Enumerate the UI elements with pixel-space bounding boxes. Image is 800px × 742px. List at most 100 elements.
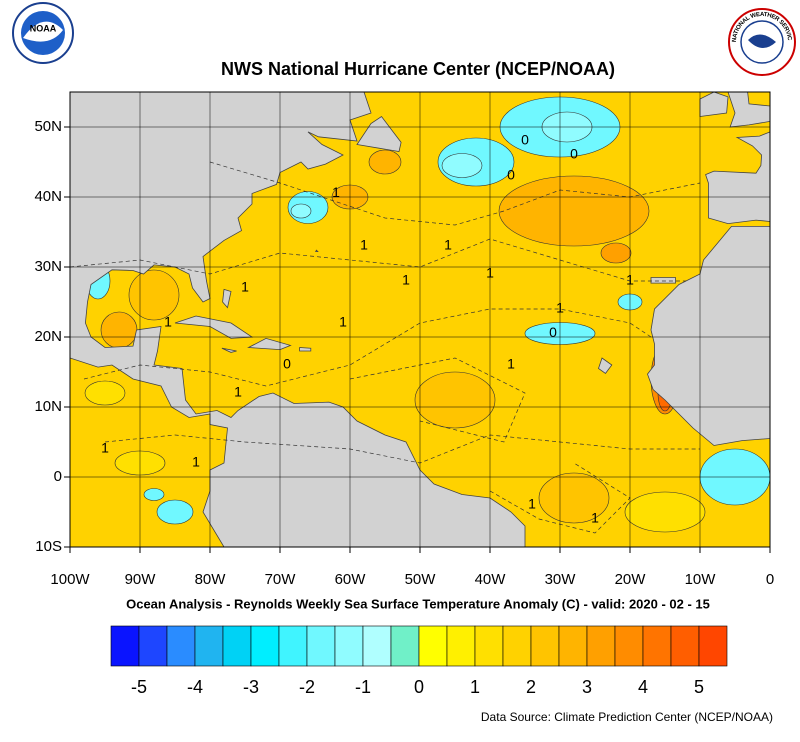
colorbar-swatch (250, 625, 280, 667)
y-tick-label: 20N (34, 328, 62, 345)
contour-label: 1 (234, 384, 242, 400)
land (315, 249, 319, 253)
colorbar-swatch (614, 625, 644, 667)
contour-label: 1 (507, 356, 515, 372)
colorbar-swatch (474, 625, 504, 667)
data-source: Data Source: Climate Prediction Center (… (481, 710, 773, 724)
anomaly-region (290, 203, 312, 219)
colorbar-swatch (138, 625, 168, 667)
anomaly-region (538, 472, 610, 524)
anomaly-region (143, 488, 165, 501)
colorbar-label: -1 (355, 677, 371, 697)
anomaly-region (600, 242, 632, 264)
noaa-logo: NOAA (12, 2, 74, 64)
land (222, 288, 232, 309)
x-tick-label: 100W (50, 571, 90, 588)
contour-label: 1 (402, 272, 410, 288)
caption: Ocean Analysis - Reynolds Weekly Sea Sur… (126, 596, 710, 611)
colorbar-label: 3 (582, 677, 592, 697)
colorbar-swatch (642, 625, 672, 667)
anomaly-region (156, 499, 194, 525)
colorbar-label: 0 (414, 677, 424, 697)
y-tick-label: 0 (54, 468, 62, 485)
anomaly-region (414, 371, 496, 429)
anomaly-region (624, 491, 706, 533)
y-tick-label: 30N (34, 258, 62, 275)
colorbar-label: 1 (470, 677, 480, 697)
contour-label: 1 (360, 237, 368, 253)
contour-label: 1 (332, 184, 340, 200)
colorbar-swatch (586, 625, 616, 667)
y-tick-label: 10S (35, 538, 62, 555)
y-tick-label: 40N (34, 188, 62, 205)
contour-label: 1 (339, 314, 347, 330)
contour-line (83, 308, 652, 387)
colorbar-swatch (530, 625, 560, 667)
anomaly-region (84, 380, 126, 406)
x-tick-label: 40W (475, 571, 507, 588)
logo-text: NATIONAL WEATHER SERVICE (0, 0, 793, 42)
colorbar-swatch (306, 625, 336, 667)
land (598, 357, 613, 374)
colorbar-swatch (166, 625, 196, 667)
colorbar-label: 2 (526, 677, 536, 697)
colorbar: -5 -4 -3 -2 -1 0 1 2 3 4 5 (110, 625, 728, 697)
contour-label: 1 (591, 510, 599, 526)
x-tick-label: 20W (615, 571, 647, 588)
land (221, 347, 237, 353)
colorbar-swatch (418, 625, 448, 667)
anomaly-region (128, 269, 180, 321)
colorbar-swatch (194, 625, 224, 667)
contour-label: 0 (570, 146, 578, 162)
y-tick-label: 10N (34, 398, 62, 415)
colorbar-swatch (670, 625, 700, 667)
land (299, 347, 312, 352)
contour-line (209, 161, 701, 226)
land (705, 131, 770, 225)
x-tick-label: 0 (766, 571, 774, 588)
anomaly-region (498, 175, 650, 247)
contour-label: 1 (164, 314, 172, 330)
colorbar-label: 5 (694, 677, 704, 697)
logo-text-path: NATIONAL WEATHER SERVICE (0, 0, 793, 42)
y-tick-label: 50N (34, 118, 62, 135)
colorbar-swatch (390, 625, 420, 667)
colorbar-swatch (110, 625, 140, 667)
anomaly-region (368, 149, 402, 175)
colorbar-label: -5 (131, 677, 147, 697)
axes: 100W 90W 80W 70W 60W 50W 40W 30W 20W 10W 0 10S 0 10N 2… (34, 92, 774, 588)
x-tick-label: 60W (335, 571, 367, 588)
colorbar-swatch (362, 625, 392, 667)
colorbar-label: -3 (243, 677, 259, 697)
colorbar-swatch (278, 625, 308, 667)
contour-label: 1 (528, 496, 536, 512)
contour-label: 1 (101, 440, 109, 456)
contour-label: 0 (283, 356, 291, 372)
colorbar-swatch (334, 625, 364, 667)
x-tick-label: 30W (545, 571, 577, 588)
colorbar-label: -2 (299, 677, 315, 697)
x-tick-label: 70W (265, 571, 297, 588)
contour-label: 1 (192, 454, 200, 470)
logo-text: NOAA (30, 23, 57, 33)
colorbar-swatch (222, 625, 252, 667)
colorbar-swatch (558, 625, 588, 667)
anomaly-region (100, 311, 138, 349)
x-tick-label: 80W (195, 571, 227, 588)
colorbar-swatch (502, 625, 532, 667)
land (727, 92, 770, 128)
x-tick-label: 10W (685, 571, 717, 588)
contour-label: 1 (444, 237, 452, 253)
land (647, 225, 770, 446)
land (650, 277, 676, 284)
contour-label: 0 (507, 167, 515, 183)
x-tick-label: 90W (125, 571, 157, 588)
colorbar-label: -4 (187, 677, 203, 697)
title: NWS National Hurricane Center (NCEP/NOAA… (221, 59, 615, 79)
x-tick-label: 50W (405, 571, 437, 588)
colorbar-label: 4 (638, 677, 648, 697)
colorbar-swatch (698, 625, 728, 667)
contour-label: 0 (549, 324, 557, 340)
anomaly-region (441, 153, 483, 178)
